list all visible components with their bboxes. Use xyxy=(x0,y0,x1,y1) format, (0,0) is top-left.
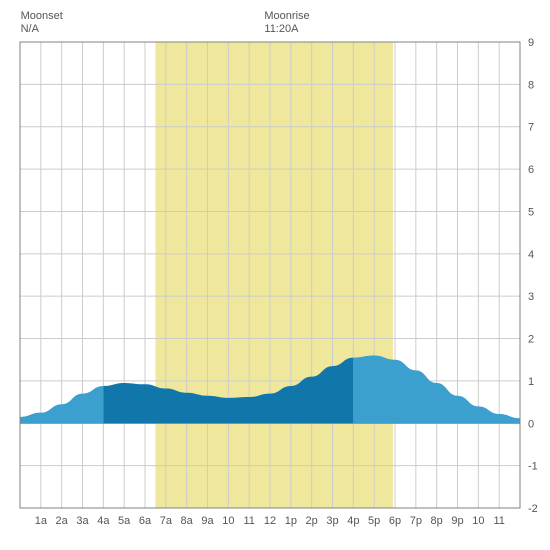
svg-text:4a: 4a xyxy=(97,515,110,527)
tide-chart: Moonset N/A Moonrise 11:20A -2-101234567… xyxy=(10,10,540,540)
svg-text:3p: 3p xyxy=(326,515,338,527)
svg-text:3a: 3a xyxy=(76,515,89,527)
svg-text:9a: 9a xyxy=(201,515,214,527)
svg-text:-1: -1 xyxy=(528,461,538,473)
svg-text:10: 10 xyxy=(222,515,234,527)
svg-text:9p: 9p xyxy=(451,515,463,527)
svg-text:0: 0 xyxy=(528,418,534,430)
svg-text:3: 3 xyxy=(528,291,534,303)
svg-text:1: 1 xyxy=(528,376,534,388)
svg-text:5p: 5p xyxy=(368,515,380,527)
chart-svg: -2-101234567891a2a3a4a5a6a7a8a9a1011121p… xyxy=(10,10,540,540)
moonset-block: Moonset N/A xyxy=(21,10,63,36)
svg-text:2a: 2a xyxy=(56,515,69,527)
svg-text:4p: 4p xyxy=(347,515,359,527)
svg-text:8p: 8p xyxy=(431,515,443,527)
svg-text:8a: 8a xyxy=(181,515,194,527)
svg-text:5: 5 xyxy=(528,206,534,218)
svg-text:6p: 6p xyxy=(389,515,401,527)
svg-text:8: 8 xyxy=(528,79,534,91)
moonset-label: Moonset xyxy=(21,10,63,23)
chart-header: Moonset N/A Moonrise 11:20A xyxy=(10,10,540,40)
moonset-value: N/A xyxy=(21,23,63,36)
svg-text:-2: -2 xyxy=(528,503,538,515)
moonrise-label: Moonrise xyxy=(264,10,309,23)
svg-text:6: 6 xyxy=(528,164,534,176)
svg-text:2: 2 xyxy=(528,334,534,346)
moonrise-value: 11:20A xyxy=(264,23,309,36)
svg-text:6a: 6a xyxy=(139,515,152,527)
svg-text:1a: 1a xyxy=(35,515,48,527)
moonrise-block: Moonrise 11:20A xyxy=(264,10,309,36)
svg-text:10: 10 xyxy=(472,515,484,527)
svg-text:11: 11 xyxy=(493,515,504,527)
svg-text:7p: 7p xyxy=(410,515,422,527)
svg-text:11: 11 xyxy=(243,515,254,527)
svg-text:5a: 5a xyxy=(118,515,131,527)
svg-text:7: 7 xyxy=(528,122,534,134)
svg-text:2p: 2p xyxy=(306,515,318,527)
svg-text:7a: 7a xyxy=(160,515,173,527)
svg-text:12: 12 xyxy=(264,515,276,527)
svg-text:4: 4 xyxy=(528,249,534,261)
svg-text:1p: 1p xyxy=(285,515,297,527)
